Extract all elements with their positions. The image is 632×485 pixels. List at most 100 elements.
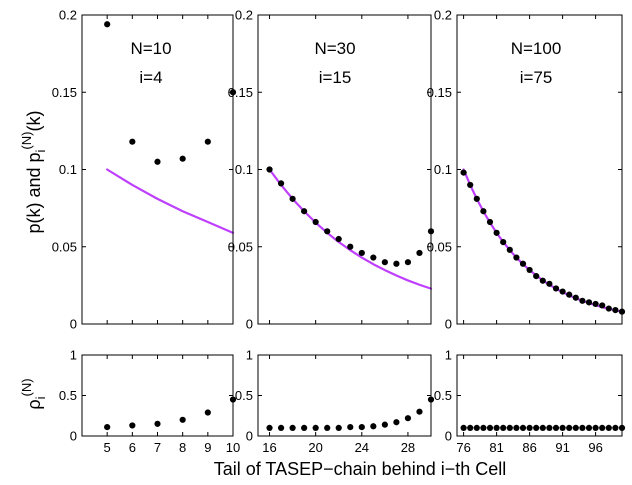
y-tick-label: 0.2 bbox=[434, 8, 452, 23]
data-point bbox=[473, 424, 480, 431]
x-tick-label: 20 bbox=[308, 440, 322, 455]
data-point bbox=[486, 218, 494, 226]
data-point bbox=[404, 259, 412, 266]
data-point bbox=[552, 424, 560, 431]
data-point bbox=[533, 424, 540, 431]
chart-panel-bottom-1: 0 0.5 1 5 6 7 8 9 10 bbox=[59, 348, 240, 456]
bottom-y-axis-label: ρi(N) bbox=[19, 378, 48, 409]
data-point bbox=[104, 21, 111, 28]
x-tick-label: 7 bbox=[154, 440, 161, 455]
data-point bbox=[335, 424, 342, 431]
axis-frame bbox=[456, 354, 623, 437]
data-point bbox=[592, 424, 599, 431]
data-point bbox=[539, 277, 546, 284]
x-tick-label: 91 bbox=[555, 440, 569, 455]
top-y-axis-label-prefix: p(k) and p bbox=[24, 152, 44, 233]
data-point bbox=[312, 218, 319, 226]
data-point bbox=[513, 254, 520, 261]
data-point bbox=[519, 424, 527, 431]
y-tick-label: 0.1 bbox=[434, 162, 452, 177]
data-point bbox=[572, 294, 579, 301]
y-tick-label: 1 bbox=[445, 348, 452, 363]
y-tick-label: 0.5 bbox=[235, 388, 253, 403]
data-point bbox=[500, 424, 507, 431]
data-point bbox=[605, 424, 612, 431]
x-tick-label: 28 bbox=[401, 440, 415, 455]
y-tick-label: 0.05 bbox=[228, 239, 253, 254]
y-tick-label: 0.15 bbox=[228, 85, 253, 100]
data-point bbox=[500, 239, 507, 246]
chart-panel-top-1: 0 0.05 0.1 0.15 0.2 N=10 i=4 bbox=[52, 8, 237, 332]
x-tick-label: 96 bbox=[588, 440, 602, 455]
data-point bbox=[467, 181, 474, 189]
data-point bbox=[404, 415, 412, 422]
data-point bbox=[572, 424, 579, 431]
data-point bbox=[460, 424, 467, 431]
data-point bbox=[179, 416, 186, 423]
data-point bbox=[324, 228, 331, 235]
y-tick-label: 0 bbox=[70, 317, 77, 332]
data-point bbox=[605, 305, 612, 312]
y-tick-label: 0.05 bbox=[52, 239, 77, 254]
y-tick-label: 0.15 bbox=[427, 85, 452, 100]
y-tick-label: 0.05 bbox=[427, 239, 452, 254]
y-tick-label: 0 bbox=[246, 317, 253, 332]
data-point bbox=[154, 420, 161, 427]
y-tick-label: 0.1 bbox=[59, 162, 77, 177]
data-point bbox=[579, 297, 586, 304]
axis-frame bbox=[81, 14, 234, 325]
y-tick-label: 0 bbox=[70, 429, 77, 444]
data-point bbox=[179, 155, 186, 162]
data-point bbox=[546, 280, 553, 287]
x-tick-label: 81 bbox=[489, 440, 503, 455]
data-point bbox=[612, 307, 619, 314]
y-tick-label: 0 bbox=[246, 429, 253, 444]
panel-annotation: N=10 bbox=[130, 39, 171, 58]
data-point bbox=[579, 424, 586, 431]
data-point bbox=[277, 424, 285, 431]
data-point bbox=[473, 195, 480, 202]
chart-panel-top-2: 0 0.05 0.1 0.15 0.2 N=30 i=15 bbox=[228, 8, 435, 332]
data-point bbox=[566, 424, 573, 431]
data-point bbox=[381, 259, 388, 266]
series-line-top-2 bbox=[268, 168, 433, 290]
data-point bbox=[289, 424, 296, 431]
data-point bbox=[335, 235, 342, 243]
axis-frame bbox=[257, 354, 432, 437]
panels-group: 00.050.10.150.2N=10i=400.050.10.150.2N=3… bbox=[52, 8, 626, 456]
data-point bbox=[204, 138, 211, 145]
data-point bbox=[480, 424, 487, 431]
data-point bbox=[526, 266, 533, 274]
data-point bbox=[129, 138, 136, 145]
panel-annotation: N=100 bbox=[511, 39, 562, 58]
x-tick-label: 86 bbox=[522, 440, 536, 455]
data-point bbox=[204, 409, 211, 416]
y-tick-label: 0.5 bbox=[434, 388, 452, 403]
series-line-top-1 bbox=[106, 168, 235, 234]
x-tick-label: 16 bbox=[262, 440, 276, 455]
y-tick-label: 0.2 bbox=[59, 8, 77, 23]
x-tick-label: 76 bbox=[456, 440, 470, 455]
y-tick-label: 0.1 bbox=[235, 162, 253, 177]
data-point bbox=[559, 288, 566, 295]
bottom-y-axis-label-subscript: i bbox=[33, 396, 48, 399]
data-point bbox=[506, 246, 513, 253]
data-point bbox=[393, 419, 400, 426]
data-point bbox=[129, 422, 136, 429]
chart-panel-bottom-2: 0 0.5 1 16 20 24 28 bbox=[235, 348, 435, 455]
data-point bbox=[416, 249, 423, 257]
data-point bbox=[104, 423, 111, 431]
data-point bbox=[506, 424, 513, 431]
data-point bbox=[301, 424, 308, 431]
data-point bbox=[301, 208, 308, 215]
y-tick-label: 1 bbox=[246, 348, 253, 363]
top-y-axis-label-subscript: i bbox=[33, 149, 48, 152]
data-point bbox=[266, 166, 273, 173]
data-point bbox=[347, 243, 354, 250]
data-point bbox=[460, 169, 467, 176]
data-point bbox=[370, 254, 377, 261]
bottom-y-axis-label-prefix: ρ bbox=[24, 399, 44, 409]
top-y-axis-label-suffix: (k) bbox=[24, 111, 44, 132]
data-point bbox=[358, 423, 365, 431]
